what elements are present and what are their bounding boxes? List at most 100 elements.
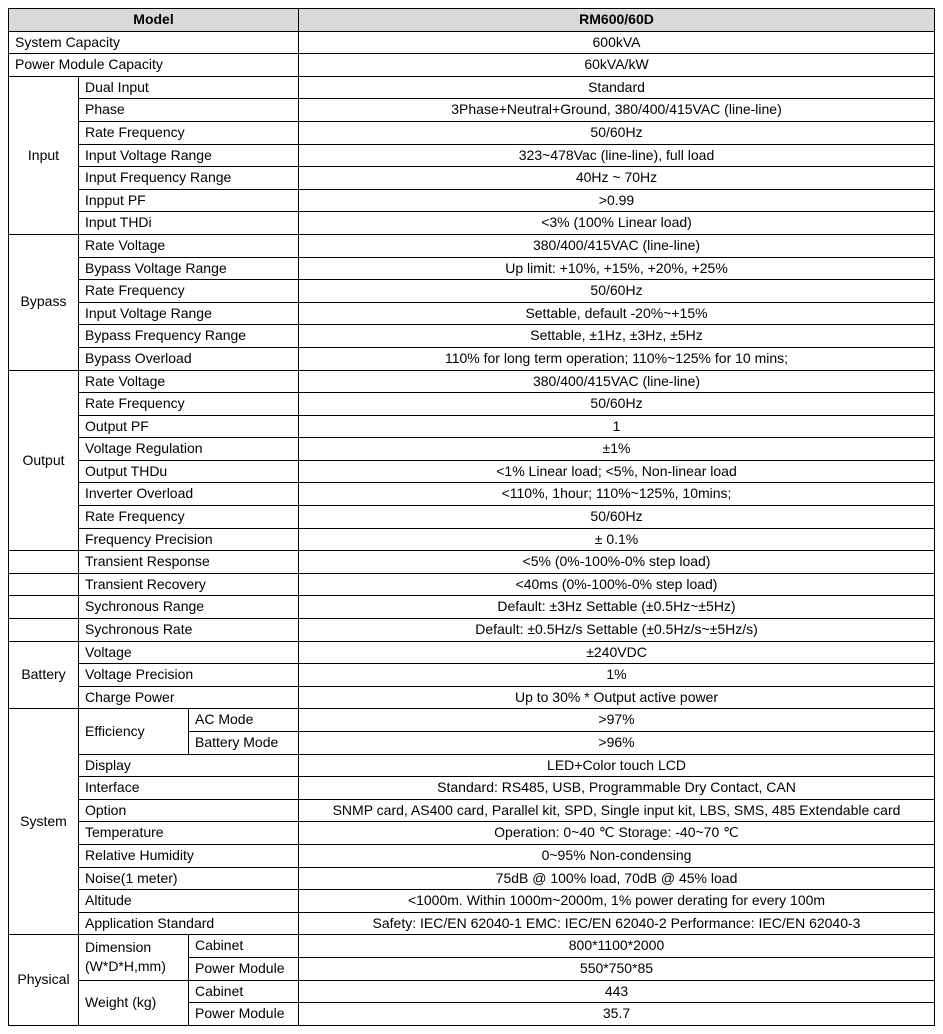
- header-model-label: Model: [9, 9, 299, 32]
- header-model-value: RM600/60D: [299, 9, 935, 32]
- table-row: Voltage Precision1%: [9, 664, 935, 687]
- param-value: 75dB @ 100% load, 70dB @ 45% load: [299, 867, 935, 890]
- param-value: 50/60Hz: [299, 393, 935, 416]
- param-value: Up limit: +10%, +15%, +20%, +25%: [299, 257, 935, 280]
- param-label: Input Voltage Range: [79, 302, 299, 325]
- spec-table: Model RM600/60D System Capacity 600kVA P…: [8, 8, 935, 1026]
- param-value: Default: ±3Hz Settable (±0.5Hz~±5Hz): [299, 596, 935, 619]
- param-value: Up to 30% * Output active power: [299, 686, 935, 709]
- param-label: Rate Frequency: [79, 121, 299, 144]
- group-input: Input: [9, 76, 79, 234]
- table-row: Input Dual Input Standard: [9, 76, 935, 99]
- param-value: 40Hz ~ 70Hz: [299, 167, 935, 190]
- param-value: Default: ±0.5Hz/s Settable (±0.5Hz/s~±5H…: [299, 619, 935, 642]
- table-row: Rate Frequency50/60Hz: [9, 280, 935, 303]
- group-bypass: Bypass: [9, 234, 79, 370]
- subparam-label: Cabinet: [189, 935, 299, 958]
- param-value: Settable, default -20%~+15%: [299, 302, 935, 325]
- param-label: Display: [79, 754, 299, 777]
- table-row: Rate Frequency50/60Hz: [9, 121, 935, 144]
- param-value: Operation: 0~40 ℃ Storage: -40~70 ℃: [299, 822, 935, 845]
- table-row: Relative Humidity0~95% Non-condensing: [9, 844, 935, 867]
- subparam-label: AC Mode: [189, 709, 299, 732]
- param-label: Input THDi: [79, 212, 299, 235]
- table-row: Physical Dimension (W*D*H,mm) Cabinet 80…: [9, 935, 935, 958]
- table-row: Input THDi<3% (100% Linear load): [9, 212, 935, 235]
- param-value: Standard: [299, 76, 935, 99]
- param-label: Rate Frequency: [79, 393, 299, 416]
- table-row: Power Module Capacity 60kVA/kW: [9, 54, 935, 77]
- param-label: Frequency Precision: [79, 528, 299, 551]
- param-label: Temperature: [79, 822, 299, 845]
- table-row: Sychronous RateDefault: ±0.5Hz/s Settabl…: [9, 619, 935, 642]
- param-value: <1% Linear load; <5%, Non-linear load: [299, 460, 935, 483]
- table-row: Transient Response<5% (0%-100%-0% step l…: [9, 551, 935, 574]
- param-label: Relative Humidity: [79, 844, 299, 867]
- param-value: Safety: IEC/EN 62040-1 EMC: IEC/EN 62040…: [299, 912, 935, 935]
- param-label: Charge Power: [79, 686, 299, 709]
- group-system: System: [9, 709, 79, 935]
- param-value: LED+Color touch LCD: [299, 754, 935, 777]
- param-value: <3% (100% Linear load): [299, 212, 935, 235]
- table-row: OptionSNMP card, AS400 card, Parallel ki…: [9, 799, 935, 822]
- param-value: 1%: [299, 664, 935, 687]
- table-row: Frequency Precision± 0.1%: [9, 528, 935, 551]
- param-label: Power Module Capacity: [9, 54, 299, 77]
- param-value: 35.7: [299, 1003, 935, 1026]
- param-value: <110%, 1hour; 110%~125%, 10mins;: [299, 483, 935, 506]
- group-battery: Battery: [9, 641, 79, 709]
- param-label: Altitude: [79, 890, 299, 913]
- param-value: 550*750*85: [299, 957, 935, 980]
- param-value: >97%: [299, 709, 935, 732]
- table-row: Charge PowerUp to 30% * Output active po…: [9, 686, 935, 709]
- table-row: Bypass Frequency RangeSettable, ±1Hz, ±3…: [9, 325, 935, 348]
- table-row: Rate Frequency50/60Hz: [9, 506, 935, 529]
- table-row: Transient Recovery<40ms (0%-100%-0% step…: [9, 573, 935, 596]
- group-empty: [9, 619, 79, 642]
- param-value: 3Phase+Neutral+Ground, 380/400/415VAC (l…: [299, 99, 935, 122]
- table-row: System Capacity 600kVA: [9, 31, 935, 54]
- table-row: Inpput PF>0.99: [9, 189, 935, 212]
- group-physical: Physical: [9, 935, 79, 1025]
- subparam-label: Power Module: [189, 957, 299, 980]
- param-value: 800*1100*2000: [299, 935, 935, 958]
- table-row: Inverter Overload<110%, 1hour; 110%~125%…: [9, 483, 935, 506]
- param-value: Settable, ±1Hz, ±3Hz, ±5Hz: [299, 325, 935, 348]
- param-label: Rate Frequency: [79, 506, 299, 529]
- param-label: Efficiency: [79, 709, 189, 754]
- param-label: Dual Input: [79, 76, 299, 99]
- param-label: Interface: [79, 777, 299, 800]
- param-label: Transient Response: [79, 551, 299, 574]
- table-row: Rate Frequency50/60Hz: [9, 393, 935, 416]
- param-value: <40ms (0%-100%-0% step load): [299, 573, 935, 596]
- param-value: SNMP card, AS400 card, Parallel kit, SPD…: [299, 799, 935, 822]
- param-label: Sychronous Rate: [79, 619, 299, 642]
- param-label: Option: [79, 799, 299, 822]
- param-value: 380/400/415VAC (line-line): [299, 370, 935, 393]
- subparam-label: Cabinet: [189, 980, 299, 1003]
- param-label: Weight (kg): [79, 980, 189, 1025]
- param-value: 1: [299, 415, 935, 438]
- param-value: 380/400/415VAC (line-line): [299, 234, 935, 257]
- table-row: Input Voltage Range323~478Vac (line-line…: [9, 144, 935, 167]
- subparam-label: Power Module: [189, 1003, 299, 1026]
- table-row: Altitude<1000m. Within 1000m~2000m, 1% p…: [9, 890, 935, 913]
- table-row: Model RM600/60D: [9, 9, 935, 32]
- group-empty: [9, 596, 79, 619]
- param-value: 110% for long term operation; 110%~125% …: [299, 347, 935, 370]
- group-output: Output: [9, 370, 79, 551]
- group-empty: [9, 573, 79, 596]
- param-value: ±240VDC: [299, 641, 935, 664]
- param-value: >96%: [299, 732, 935, 755]
- param-value: >0.99: [299, 189, 935, 212]
- param-label: Input Frequency Range: [79, 167, 299, 190]
- param-label: Transient Recovery: [79, 573, 299, 596]
- param-value: <1000m. Within 1000m~2000m, 1% power der…: [299, 890, 935, 913]
- param-label: Dimension (W*D*H,mm): [79, 935, 189, 980]
- table-row: Application StandardSafety: IEC/EN 62040…: [9, 912, 935, 935]
- param-label: Voltage: [79, 641, 299, 664]
- table-row: TemperatureOperation: 0~40 ℃ Storage: -4…: [9, 822, 935, 845]
- table-row: System Efficiency AC Mode >97%: [9, 709, 935, 732]
- table-row: Input Frequency Range40Hz ~ 70Hz: [9, 167, 935, 190]
- param-label: Rate Frequency: [79, 280, 299, 303]
